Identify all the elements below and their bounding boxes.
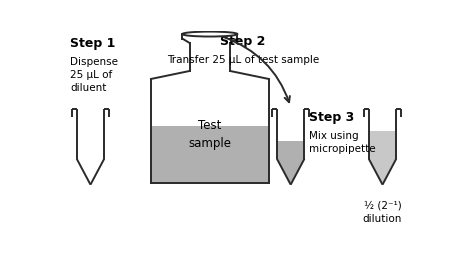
Text: Step 3: Step 3 <box>309 111 354 124</box>
Text: Step 2: Step 2 <box>220 35 265 48</box>
Polygon shape <box>277 141 304 159</box>
Text: Mix using
micropipette: Mix using micropipette <box>309 131 376 154</box>
FancyArrowPatch shape <box>224 37 290 102</box>
Polygon shape <box>151 126 269 183</box>
Polygon shape <box>369 159 396 185</box>
Polygon shape <box>277 159 304 185</box>
Text: Test
sample: Test sample <box>188 119 231 150</box>
Text: Step 1: Step 1 <box>70 37 116 50</box>
Polygon shape <box>369 131 396 159</box>
Text: ½ (2⁻¹)
dilution: ½ (2⁻¹) dilution <box>363 201 402 224</box>
Text: Dispense
25 μL of
diluent: Dispense 25 μL of diluent <box>70 57 118 93</box>
Ellipse shape <box>182 32 237 37</box>
Text: Transfer 25 μL of test sample: Transfer 25 μL of test sample <box>167 55 319 65</box>
